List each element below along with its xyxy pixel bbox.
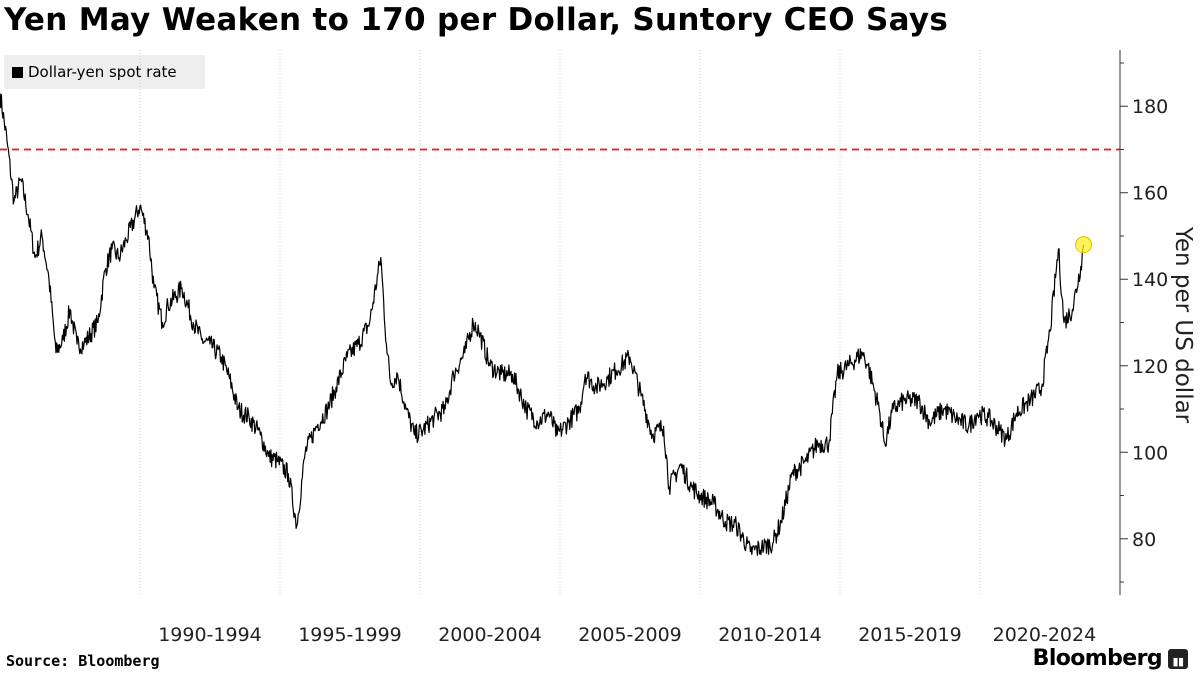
y-axis-label: Yen per US dollar (1170, 226, 1196, 424)
x-tick-label-2: 2000-2004 (438, 624, 542, 646)
source-note: Source: Bloomberg (6, 652, 160, 670)
y-tick-label-100: 100 (1132, 442, 1168, 464)
x-tick-label-6: 2020-2024 (993, 624, 1097, 646)
y-tick-label-140: 140 (1132, 269, 1168, 291)
chart-title: Yen May Weaken to 170 per Dollar, Suntor… (4, 2, 949, 38)
series-layer (0, 93, 1093, 556)
y-tick-label-80: 80 (1132, 529, 1156, 551)
legend-swatch (12, 66, 23, 78)
bloomberg-icon: ▮▮ (1168, 648, 1188, 669)
x-axis-labels: 1990-1994 1995-1999 2000-2004 2005-2009 2010… (158, 624, 1096, 646)
highlight-point (1075, 236, 1093, 254)
x-tick-label-0: 1990-1994 (158, 624, 262, 646)
bloomberg-logo: Bloomberg ▮▮ (1033, 646, 1188, 671)
y-tick-label-180: 180 (1132, 96, 1168, 118)
y-tick-label-120: 120 (1132, 356, 1168, 378)
legend-label: Dollar-yen spot rate (28, 63, 177, 81)
series-line-0 (0, 93, 1085, 556)
x-tick-label-1: 1995-1999 (298, 624, 402, 646)
x-tick-label-4: 2010-2014 (718, 624, 822, 646)
y-tick-label-160: 160 (1132, 183, 1168, 205)
grid-lines (139, 50, 981, 595)
x-tick-label-3: 2005-2009 (578, 624, 682, 646)
y-axis: 80 100 120 140 160 180 (1119, 50, 1168, 595)
x-tick-label-5: 2015-2019 (858, 624, 962, 646)
brand-text: Bloomberg (1032, 646, 1163, 671)
legend: Dollar-yen spot rate (4, 55, 205, 89)
